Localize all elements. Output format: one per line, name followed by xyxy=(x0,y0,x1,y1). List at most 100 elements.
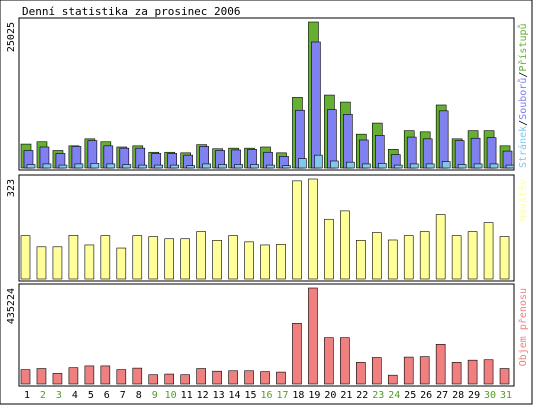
visits-bar xyxy=(308,178,318,280)
kbytes-bar xyxy=(435,343,446,385)
kbytes-bar xyxy=(499,368,510,385)
chart-title: Denní statistika za prosinec 2006 xyxy=(22,5,241,18)
kbytes-bar xyxy=(148,374,159,385)
visits-bar xyxy=(276,244,286,280)
files-bar xyxy=(470,137,481,169)
pages-bar xyxy=(346,161,355,169)
day-label: 3 xyxy=(56,390,62,401)
day-label: 10 xyxy=(165,390,177,401)
day-label: 17 xyxy=(276,390,288,401)
kbytes-panel: 435224 Objem přenosu xyxy=(6,283,529,387)
day-label: 24 xyxy=(388,390,400,401)
visits-bar xyxy=(244,241,254,280)
files-bar xyxy=(486,137,497,169)
legend-hits: Přístupů xyxy=(517,23,529,71)
day-label: 25 xyxy=(404,390,416,401)
visits-bar xyxy=(116,247,127,280)
day-label: 1 xyxy=(24,390,30,401)
pages-bar xyxy=(441,161,451,169)
kbytes-bar xyxy=(308,287,318,385)
kbytes-bar xyxy=(164,373,175,385)
pages-bar xyxy=(473,163,483,169)
day-label: 30 xyxy=(484,390,496,401)
pages-bar xyxy=(409,163,419,169)
day-label: 4 xyxy=(72,390,78,401)
legend-separator: / xyxy=(518,72,529,78)
visits-bar xyxy=(483,222,494,280)
visits-bar xyxy=(100,235,111,280)
pages-bar xyxy=(26,164,36,169)
files-bar xyxy=(327,109,337,169)
visits-bar xyxy=(180,238,190,280)
pages-bar xyxy=(330,160,339,169)
pages-bar xyxy=(250,164,259,169)
kbytes-bar xyxy=(356,362,366,385)
pages-bar xyxy=(106,163,116,169)
day-label: 20 xyxy=(324,390,336,401)
pages-bar xyxy=(425,163,435,169)
files-bar xyxy=(454,140,465,169)
visits-bar xyxy=(164,238,175,280)
day-label: 11 xyxy=(181,390,193,401)
kbytes-bar xyxy=(483,359,494,385)
pages-bar xyxy=(393,164,403,169)
visits-bar xyxy=(451,235,462,280)
kbytes-bar xyxy=(467,359,478,385)
visits-bar xyxy=(52,246,63,280)
kbytes-bar xyxy=(403,356,414,385)
day-label: 7 xyxy=(120,390,126,401)
visits-bar xyxy=(36,246,47,280)
visits-panel: 323 Návštěv xyxy=(6,174,529,282)
kbytes-bar xyxy=(387,374,398,385)
kbytes-bar xyxy=(244,370,254,385)
day-label: 22 xyxy=(356,390,368,401)
kbytes-bar xyxy=(116,369,127,385)
legend-separator: / xyxy=(518,120,529,126)
kbytes-bar xyxy=(68,367,79,385)
visits-bar xyxy=(68,235,79,280)
visits-bar xyxy=(260,244,270,280)
kbytes-bar xyxy=(180,374,190,385)
files-bar xyxy=(311,41,321,169)
pages-bar xyxy=(282,165,291,169)
files-bar xyxy=(438,110,449,169)
pages-bar xyxy=(314,154,323,169)
pages-bar xyxy=(457,164,467,169)
pages-bar xyxy=(58,164,68,169)
kbytes-legend: Objem přenosu xyxy=(517,288,529,366)
day-label: 31 xyxy=(500,390,512,401)
visits-bar xyxy=(148,236,159,280)
day-label: 15 xyxy=(245,390,257,401)
kbytes-bar xyxy=(52,373,63,385)
kbytes-bar xyxy=(324,337,334,385)
visits-bar xyxy=(228,235,238,280)
visits-bar xyxy=(292,180,302,280)
pages-bar xyxy=(489,163,499,169)
kbytes-bar xyxy=(84,365,95,385)
day-label: 5 xyxy=(88,390,94,401)
visits-bar xyxy=(132,235,143,280)
pages-bar xyxy=(42,163,52,169)
pages-bar xyxy=(74,163,84,169)
day-label: 6 xyxy=(104,390,110,401)
day-label: 21 xyxy=(340,390,352,401)
day-labels: 1 2 3 4 5 6 7 8 9 10 11 12 13 14 15 16 17 18 19 20 21 22 23 24 2… xyxy=(24,390,512,401)
day-label: 26 xyxy=(420,390,432,401)
day-label: 19 xyxy=(308,390,320,401)
visits-bar xyxy=(499,236,510,280)
legend-files: Souborů xyxy=(517,78,529,120)
pages-bar xyxy=(218,164,227,169)
kbytes-bar xyxy=(100,365,111,385)
day-label: 23 xyxy=(372,390,384,401)
visits-bar xyxy=(371,232,382,280)
kbytes-bar xyxy=(451,362,462,385)
visits-bar xyxy=(212,240,222,280)
day-label: 16 xyxy=(260,390,272,401)
day-label: 13 xyxy=(213,390,225,401)
day-label: 29 xyxy=(468,390,480,401)
visits-legend: Návštěv xyxy=(517,179,529,221)
day-label: 27 xyxy=(436,390,448,401)
max-value-label: 25025 xyxy=(6,22,17,52)
